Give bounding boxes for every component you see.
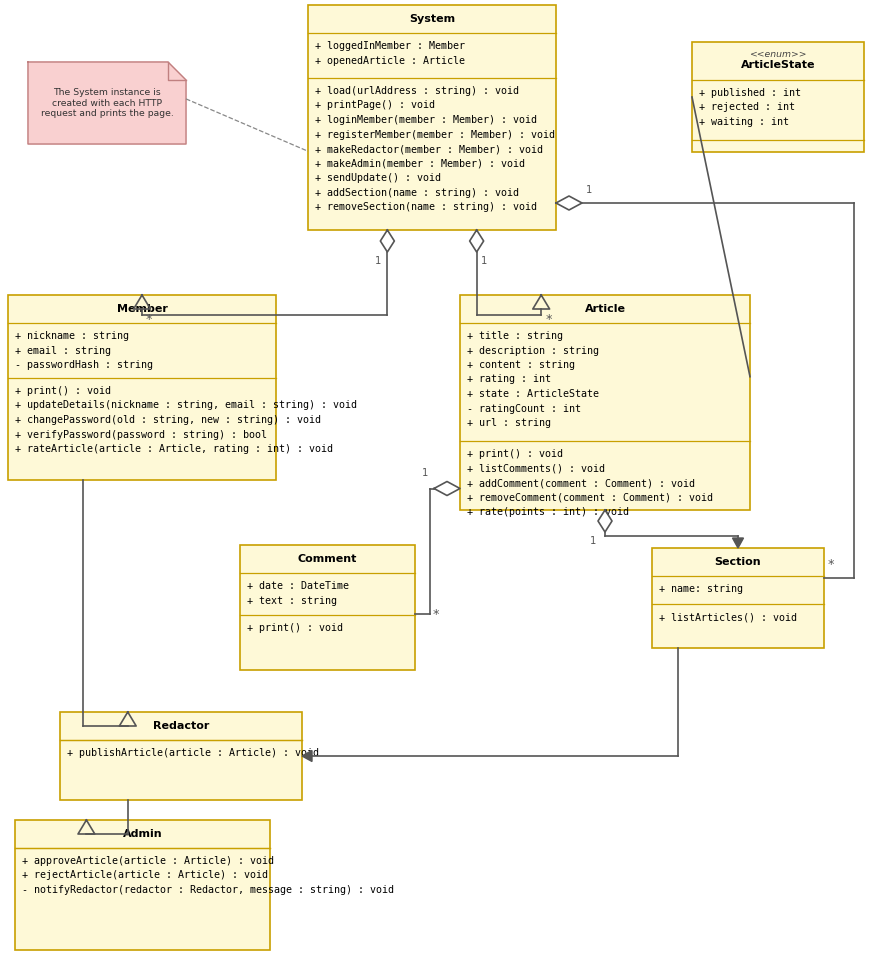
Text: + published : int: + published : int bbox=[699, 88, 801, 98]
Text: + listArticles() : void: + listArticles() : void bbox=[659, 612, 797, 622]
Text: + removeSection(name : string) : void: + removeSection(name : string) : void bbox=[315, 202, 537, 212]
Text: + approveArticle(article : Article) : void: + approveArticle(article : Article) : vo… bbox=[22, 856, 274, 866]
Text: + rejectArticle(article : Article) : void: + rejectArticle(article : Article) : voi… bbox=[22, 871, 268, 880]
Text: Comment: Comment bbox=[298, 554, 357, 564]
Text: 1: 1 bbox=[481, 256, 487, 266]
Text: Admin: Admin bbox=[122, 829, 162, 839]
Bar bbox=[308, 5, 556, 230]
Bar bbox=[240, 545, 415, 670]
Text: + state : ArticleState: + state : ArticleState bbox=[467, 389, 599, 399]
Polygon shape bbox=[732, 538, 744, 548]
Text: The System instance is
created with each HTTP
request and prints the page.: The System instance is created with each… bbox=[41, 88, 174, 118]
Bar bbox=[692, 42, 864, 152]
Text: + loginMember(member : Member) : void: + loginMember(member : Member) : void bbox=[315, 115, 537, 125]
Text: + content : string: + content : string bbox=[467, 360, 575, 370]
Text: *: * bbox=[545, 313, 552, 326]
Text: + url : string: + url : string bbox=[467, 418, 551, 428]
Text: + email : string: + email : string bbox=[15, 346, 111, 356]
Text: + title : string: + title : string bbox=[467, 331, 563, 341]
Text: Article: Article bbox=[584, 304, 626, 314]
Text: + text : string: + text : string bbox=[247, 596, 337, 605]
Text: + description : string: + description : string bbox=[467, 346, 599, 356]
Bar bbox=[652, 548, 824, 648]
Text: + print() : void: + print() : void bbox=[247, 623, 343, 633]
Text: + print() : void: + print() : void bbox=[467, 449, 563, 459]
Text: <<enum>>: <<enum>> bbox=[749, 50, 807, 59]
Text: - passwordHash : string: - passwordHash : string bbox=[15, 360, 153, 370]
Text: + listComments() : void: + listComments() : void bbox=[467, 463, 605, 474]
Text: + nickname : string: + nickname : string bbox=[15, 331, 129, 341]
Text: + rejected : int: + rejected : int bbox=[699, 103, 795, 112]
Text: + print() : void: + print() : void bbox=[15, 386, 111, 396]
Text: + sendUpdate() : void: + sendUpdate() : void bbox=[315, 173, 441, 183]
Text: + makeAdmin(member : Member) : void: + makeAdmin(member : Member) : void bbox=[315, 159, 525, 168]
Bar bbox=[460, 295, 750, 510]
Text: + name: string: + name: string bbox=[659, 584, 743, 594]
Polygon shape bbox=[28, 62, 186, 144]
Text: - ratingCount : int: - ratingCount : int bbox=[467, 404, 581, 413]
Text: + changePassword(old : string, new : string) : void: + changePassword(old : string, new : str… bbox=[15, 415, 321, 425]
Text: + load(urlAddress : string) : void: + load(urlAddress : string) : void bbox=[315, 86, 519, 96]
Text: + date : DateTime: + date : DateTime bbox=[247, 581, 349, 591]
Bar bbox=[8, 295, 276, 480]
Text: 1: 1 bbox=[586, 185, 592, 195]
Bar bbox=[15, 820, 270, 950]
Text: + addComment(comment : Comment) : void: + addComment(comment : Comment) : void bbox=[467, 478, 695, 488]
Text: + openedArticle : Article: + openedArticle : Article bbox=[315, 56, 465, 65]
Polygon shape bbox=[302, 751, 312, 761]
Text: + verifyPassword(password : string) : bool: + verifyPassword(password : string) : bo… bbox=[15, 430, 267, 439]
Text: *: * bbox=[433, 607, 440, 621]
Text: System: System bbox=[409, 14, 455, 24]
Text: Redactor: Redactor bbox=[152, 721, 209, 731]
Text: *: * bbox=[828, 558, 834, 571]
Text: + updateDetails(nickname : string, email : string) : void: + updateDetails(nickname : string, email… bbox=[15, 401, 357, 410]
Text: + addSection(name : string) : void: + addSection(name : string) : void bbox=[315, 187, 519, 198]
Text: + loggedInMember : Member: + loggedInMember : Member bbox=[315, 41, 465, 51]
Text: + printPage() : void: + printPage() : void bbox=[315, 101, 435, 111]
Text: 1: 1 bbox=[590, 536, 596, 546]
Text: + removeComment(comment : Comment) : void: + removeComment(comment : Comment) : voi… bbox=[467, 492, 713, 503]
Text: + rating : int: + rating : int bbox=[467, 375, 551, 384]
Text: ArticleState: ArticleState bbox=[741, 60, 815, 70]
Text: + waiting : int: + waiting : int bbox=[699, 117, 789, 127]
Text: 1: 1 bbox=[422, 469, 428, 479]
Text: + rate(points : int) : void: + rate(points : int) : void bbox=[467, 507, 629, 517]
Text: Section: Section bbox=[714, 557, 761, 567]
Text: *: * bbox=[146, 313, 152, 326]
Text: + publishArticle(article : Article) : void: + publishArticle(article : Article) : vo… bbox=[67, 748, 319, 758]
Text: + registerMember(member : Member) : void: + registerMember(member : Member) : void bbox=[315, 130, 555, 139]
Text: Member: Member bbox=[116, 304, 167, 314]
Text: + rateArticle(article : Article, rating : int) : void: + rateArticle(article : Article, rating … bbox=[15, 444, 333, 454]
Bar bbox=[60, 712, 302, 800]
Text: 1: 1 bbox=[375, 256, 381, 266]
Text: - notifyRedactor(redactor : Redactor, message : string) : void: - notifyRedactor(redactor : Redactor, me… bbox=[22, 885, 394, 895]
Text: + makeRedactor(member : Member) : void: + makeRedactor(member : Member) : void bbox=[315, 144, 543, 154]
